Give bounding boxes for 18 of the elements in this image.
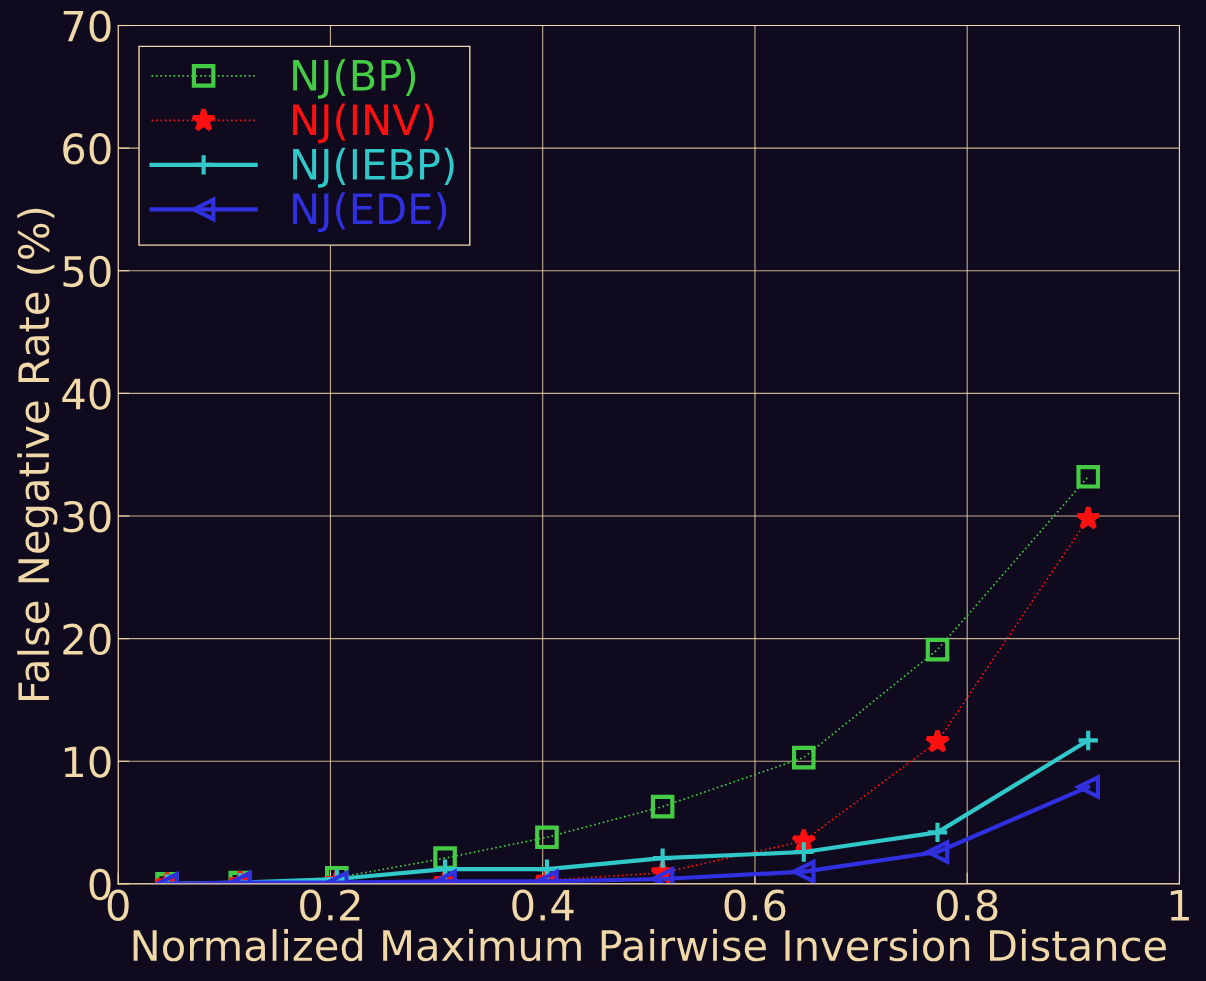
y-tick-label: 60 [63,133,111,165]
x-tick-label: 0.6 [724,889,786,921]
x-tick-label: 1 [1170,890,1189,921]
legend-label: NJ(EDE) [293,192,447,233]
legend-label: NJ(BP) [293,58,416,99]
y-tick-label: 20 [63,623,111,656]
y-tick-label: 50 [63,255,111,288]
legend-label: NJ(IEBP) [293,147,454,188]
x-tick-label: 0.8 [936,889,998,921]
y-tick-label: 30 [63,500,111,533]
x-tick-label: 0.4 [512,889,574,921]
y-axis-title: False Negative Rate (%) [17,208,58,701]
y-tick-label: 10 [64,746,111,778]
legend-label: NJ(INV) [293,103,434,144]
x-tick-label: 0.2 [300,889,360,921]
x-axis-title: Normalized Maximum Pairwise Inversion Distance [133,929,1166,962]
y-tick-label: 40 [62,378,111,410]
y-tick-label: 70 [63,10,111,42]
